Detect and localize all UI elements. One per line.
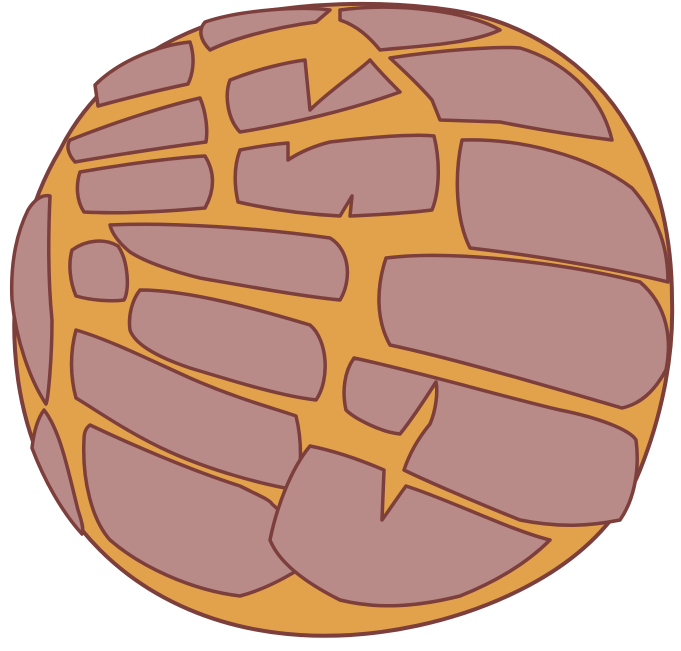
topping-tile bbox=[377, 253, 671, 410]
sugar-topping bbox=[9, 5, 671, 608]
topping-tile bbox=[233, 133, 441, 218]
topping-tile bbox=[81, 423, 320, 598]
topping-tile bbox=[225, 58, 402, 134]
topping-tile bbox=[66, 96, 209, 164]
topping-tile bbox=[108, 222, 350, 302]
topping-tile bbox=[268, 444, 552, 608]
topping-tile bbox=[75, 154, 215, 215]
topping-tile bbox=[30, 408, 85, 536]
topping-tile bbox=[9, 193, 54, 406]
topping-tile bbox=[455, 138, 670, 284]
topping-tile bbox=[127, 288, 327, 402]
topping-tile bbox=[93, 40, 195, 108]
topping-tile bbox=[338, 5, 502, 52]
topping-tile bbox=[199, 6, 332, 52]
topping-tile bbox=[68, 239, 130, 303]
topping-tile bbox=[388, 45, 614, 142]
topping-tile bbox=[342, 356, 639, 528]
